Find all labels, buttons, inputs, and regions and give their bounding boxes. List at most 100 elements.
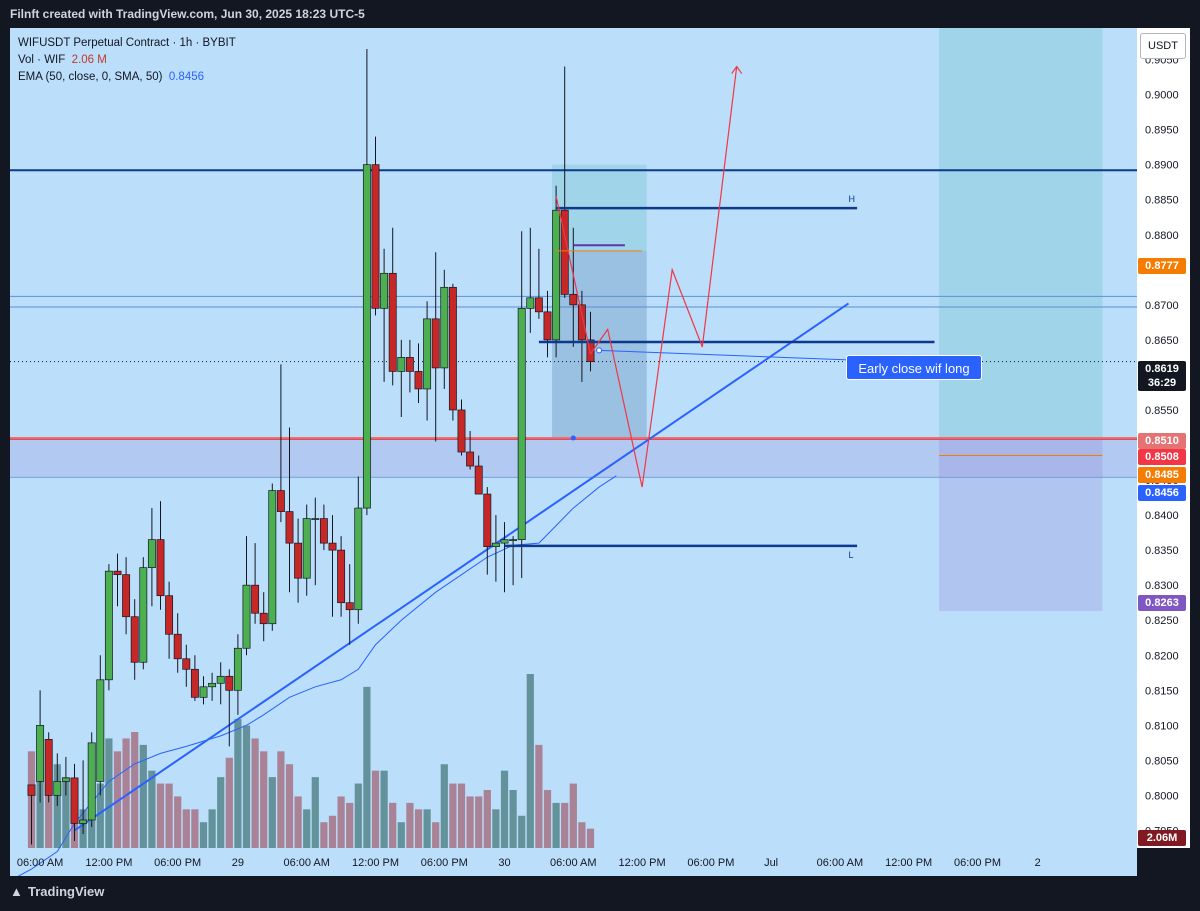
ema-line: [17, 475, 617, 876]
candle-body: [276, 490, 285, 512]
projection-arrowhead: [731, 65, 743, 74]
candle-body: [122, 574, 131, 618]
volume-bar: [260, 751, 268, 848]
chart-legend: WIFUSDT Perpetual Contract · 1h · BYBIT …: [18, 35, 236, 86]
volume-bar: [363, 686, 371, 848]
candle-body: [302, 518, 311, 579]
candle-body: [216, 675, 225, 684]
legend-volume-label: Vol · WIF: [18, 54, 66, 66]
candle-body: [199, 686, 208, 698]
time-axis-labels: 06:00 AM 12:00 PM 06:00 PM 29 06:00 AM 12:00 …: [17, 857, 1041, 869]
price-tag-4: 0.8456: [1138, 485, 1186, 501]
legend-symbol: WIFUSDT Perpetual Contract · 1h · BYBIT: [18, 37, 236, 49]
candle-body: [36, 725, 45, 782]
price-tick-label: 0.8000: [1145, 790, 1179, 802]
footer-bar: [0, 876, 1200, 911]
volume-bar: [492, 809, 500, 848]
price-tick-label: 0.8300: [1145, 580, 1179, 592]
time-tick-label: 06:00 AM: [817, 857, 863, 869]
candle-body: [285, 511, 294, 544]
volume-bar: [578, 822, 586, 848]
candle-body: [165, 595, 174, 635]
candle-body: [104, 570, 113, 681]
price-tag-2: 0.8508: [1138, 449, 1186, 465]
chart-header: Filnft created with TradingView.com, Jun…: [0, 0, 1200, 28]
volume-bar: [105, 738, 113, 848]
candle-body: [500, 539, 509, 544]
volume-bar: [36, 764, 44, 848]
price-tag-1: 0.8510: [1138, 433, 1186, 449]
price-tick-label: 0.8900: [1145, 160, 1179, 172]
trade-note[interactable]: Early close wif long: [846, 355, 982, 380]
time-tick-label: 06:00 AM: [550, 857, 596, 869]
candle-body: [431, 318, 440, 369]
candle-body: [405, 357, 414, 372]
tradingview-logo: ▲ TradingView: [10, 884, 104, 899]
volume-bar: [182, 809, 190, 848]
time-tick-label: 29: [232, 857, 244, 869]
volume-bar: [217, 777, 225, 848]
volume-bar: [242, 725, 251, 848]
volume-bar: [346, 802, 354, 848]
candle-body: [466, 451, 475, 467]
price-tick-label: 0.8200: [1145, 650, 1179, 662]
volume-bar: [53, 764, 61, 848]
volume-bar: [406, 802, 414, 848]
candle-body: [586, 339, 595, 362]
candle-body: [319, 518, 328, 544]
price-tag-5: 0.8263: [1138, 595, 1186, 611]
candle-body: [337, 549, 346, 604]
volume-bar: [148, 770, 156, 848]
candle-body: [242, 584, 251, 649]
price-chart[interactable]: HL 0.90500.90000.89500.89000.88500.88000…: [0, 28, 1200, 876]
volume-bar: [466, 796, 474, 848]
candle-body: [371, 164, 380, 309]
volume-bar: [389, 802, 397, 848]
volume-bar: [225, 757, 233, 848]
volume-bar: [277, 751, 285, 848]
candle-body: [414, 371, 423, 390]
legend-ema: EMA (50, close, 0, SMA, 50) 0.8456: [18, 69, 236, 86]
entry-dot: [570, 435, 576, 441]
candle-body: [380, 272, 389, 309]
volume-bar: [208, 809, 216, 848]
time-tick-label: 2: [1035, 857, 1041, 869]
volume-bar: [122, 738, 130, 848]
candle-body: [526, 297, 535, 309]
candle-body: [87, 742, 96, 821]
time-tick-label: 06:00 PM: [954, 857, 1001, 869]
candle-body: [44, 739, 53, 796]
volume-bar: [449, 783, 457, 848]
legend-ema-value: 0.8456: [168, 71, 205, 83]
trendline: [73, 302, 850, 832]
volume-bar: [96, 783, 104, 848]
candle-body: [96, 679, 105, 782]
volume-bar: [535, 744, 543, 848]
volume-bar: [586, 828, 595, 848]
volume-bar: [113, 751, 122, 848]
legend-volume-value: 2.06 M: [71, 54, 107, 66]
currency-button[interactable]: USDT: [1140, 33, 1186, 59]
time-tick-label: 30: [498, 857, 510, 869]
candle-body: [156, 539, 165, 597]
legend-volume: Vol · WIF 2.06 M: [18, 52, 236, 69]
time-tick-label: Jul: [764, 857, 778, 869]
volume-bar: [199, 822, 208, 848]
volume-bar: [371, 770, 380, 848]
volume-bar: [234, 719, 242, 848]
candle-body: [483, 493, 492, 547]
candle-body: [397, 357, 406, 372]
volume-bar: [251, 738, 259, 848]
volume-bar: [139, 744, 147, 848]
connector-line: [599, 349, 875, 362]
volume-bar: [457, 783, 466, 848]
candle-body: [208, 682, 217, 688]
candle-body: [53, 781, 62, 796]
price-tick-label: 0.8100: [1145, 720, 1179, 732]
candle-body: [423, 318, 432, 390]
candle-body: [225, 675, 234, 691]
volume-bar: [552, 802, 560, 848]
candle-body: [440, 286, 449, 369]
anchor-dot: [596, 347, 603, 354]
legend-ema-label: EMA (50, close, 0, SMA, 50): [18, 71, 163, 83]
